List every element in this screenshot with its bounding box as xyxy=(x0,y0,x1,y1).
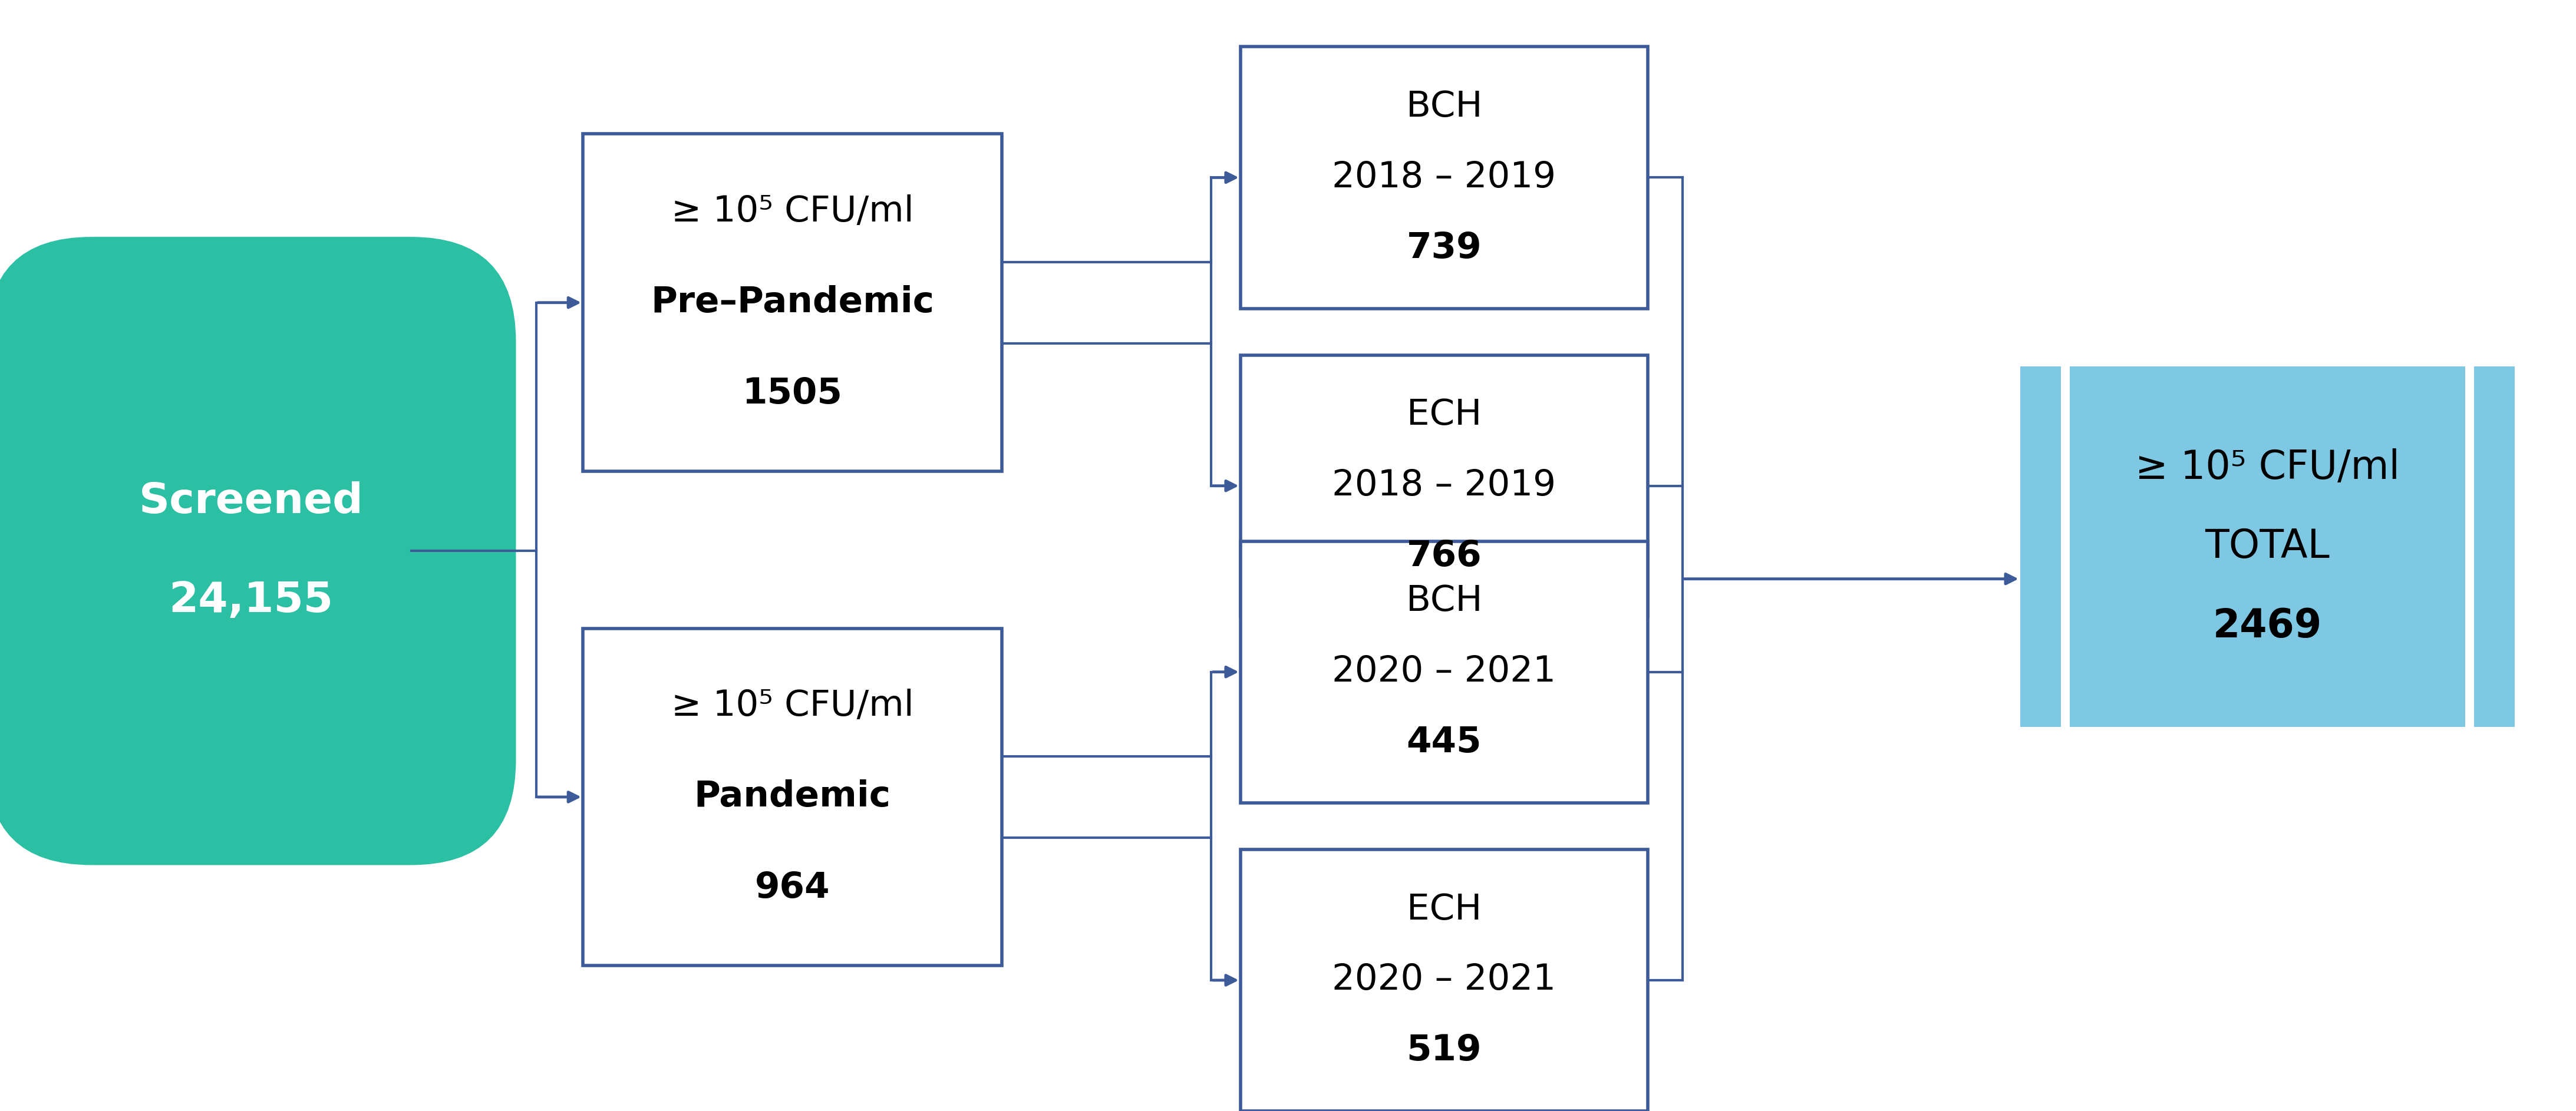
Text: ≥ 10⁵ CFU/ml: ≥ 10⁵ CFU/ml xyxy=(670,194,914,229)
FancyBboxPatch shape xyxy=(0,237,515,865)
Bar xyxy=(1242,541,1649,803)
Bar xyxy=(2069,367,2465,728)
Text: ECH: ECH xyxy=(1406,398,1481,432)
Bar xyxy=(1242,849,1649,1111)
Text: 445: 445 xyxy=(1406,725,1481,760)
Text: 2018 – 2019: 2018 – 2019 xyxy=(1332,469,1556,503)
Text: 2469: 2469 xyxy=(2213,607,2321,645)
Text: Screened: Screened xyxy=(139,481,363,522)
Text: 1505: 1505 xyxy=(742,377,842,411)
Text: 2018 – 2019: 2018 – 2019 xyxy=(1332,160,1556,194)
Text: Pandemic: Pandemic xyxy=(693,780,891,814)
Text: 24,155: 24,155 xyxy=(170,580,332,621)
Text: ≥ 10⁵ CFU/ml: ≥ 10⁵ CFU/ml xyxy=(670,689,914,723)
Bar xyxy=(1242,47,1649,309)
Text: 766: 766 xyxy=(1406,539,1481,574)
Text: ≥ 10⁵ CFU/ml: ≥ 10⁵ CFU/ml xyxy=(2136,448,2401,487)
Bar xyxy=(2473,367,2514,728)
Text: Pre–Pandemic: Pre–Pandemic xyxy=(652,286,935,320)
Text: 964: 964 xyxy=(755,871,829,905)
Bar xyxy=(1242,354,1649,617)
Bar xyxy=(582,134,1002,471)
Text: ECH: ECH xyxy=(1406,892,1481,927)
Bar xyxy=(582,629,1002,965)
Text: 2020 – 2021: 2020 – 2021 xyxy=(1332,654,1556,689)
Text: 2020 – 2021: 2020 – 2021 xyxy=(1332,963,1556,998)
Text: 739: 739 xyxy=(1406,231,1481,266)
Text: BCH: BCH xyxy=(1406,90,1481,124)
Bar xyxy=(2020,367,2061,728)
Text: 519: 519 xyxy=(1406,1033,1481,1069)
Text: BCH: BCH xyxy=(1406,584,1481,619)
Text: TOTAL: TOTAL xyxy=(2205,528,2329,567)
